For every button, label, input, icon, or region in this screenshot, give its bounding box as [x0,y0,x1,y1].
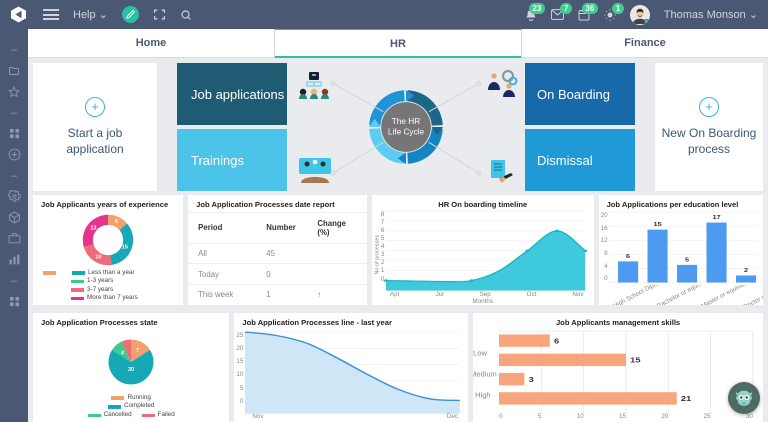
svg-text:15: 15 [122,245,128,251]
svg-text:13: 13 [90,226,96,232]
svg-text:2: 2 [744,268,749,274]
svg-text:5: 5 [685,257,690,263]
svg-text:4: 4 [121,350,124,356]
svg-text:15: 15 [653,222,662,228]
svg-text:6: 6 [115,219,118,225]
svg-text:6: 6 [554,336,559,345]
svg-text:15: 15 [630,355,641,364]
svg-text:6: 6 [626,254,631,260]
svg-text:30: 30 [128,367,134,373]
svg-text:21: 21 [681,393,692,402]
svg-text:17: 17 [712,215,721,221]
svg-text:10: 10 [95,255,101,261]
svg-text:3: 3 [529,374,534,383]
svg-text:7: 7 [136,348,139,354]
